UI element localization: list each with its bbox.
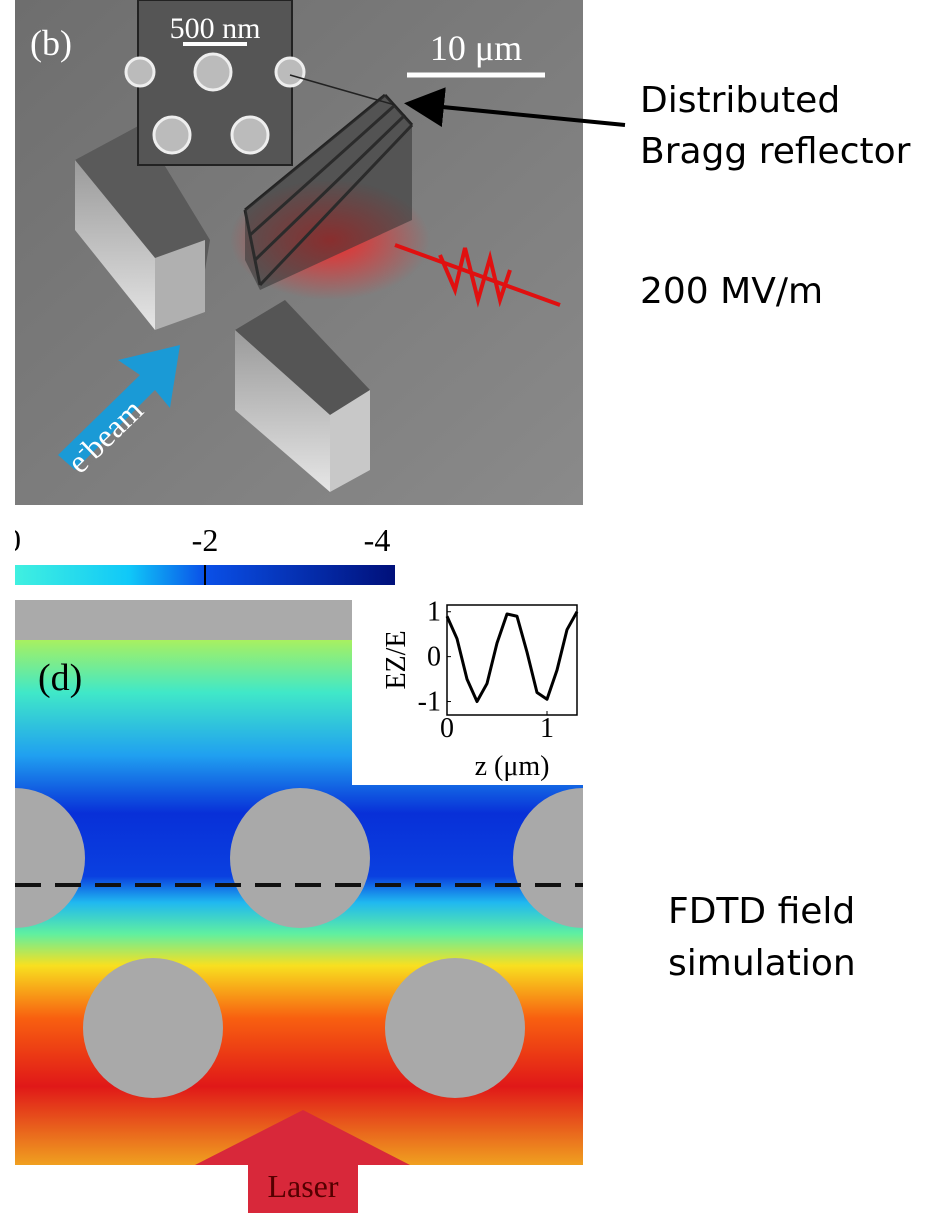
annotation: simulation (668, 943, 856, 984)
panel-label: (b) (30, 23, 72, 63)
y-axis-label: EZ/E (381, 630, 412, 689)
page: { "sem_panel": {"label": "(b)", "inset_s… (0, 0, 945, 1213)
y-tick-label: 0 (427, 642, 441, 673)
y-tick-label: -1 (418, 687, 441, 718)
annotation: 200 MV/m (640, 271, 823, 312)
x-tick-label: 0 (440, 713, 454, 744)
colorbar-tick-label: -2 (192, 522, 219, 558)
colorbar-tick-label: 0 (5, 522, 21, 558)
annotation: Bragg reflector (640, 131, 911, 172)
panel-label: (d) (38, 657, 82, 699)
top-layer (15, 600, 352, 640)
laser-label: Laser (267, 1168, 338, 1204)
figure: (b) 500 nm 10 μm e-beam Distributed Brag… (0, 0, 945, 1213)
inset-scale-text: 500 nm (170, 12, 261, 45)
scale-text: 10 μm (430, 28, 522, 68)
colorbar-labels: 0 -2 -4 (5, 522, 390, 558)
annotation: Distributed (640, 80, 840, 121)
annotation: FDTD field (668, 891, 855, 932)
colorbar-tick-label: -4 (364, 522, 391, 558)
y-tick-label: 1 (427, 597, 441, 628)
x-axis-label: z (μm) (475, 751, 550, 782)
x-tick-label: 1 (540, 713, 554, 744)
